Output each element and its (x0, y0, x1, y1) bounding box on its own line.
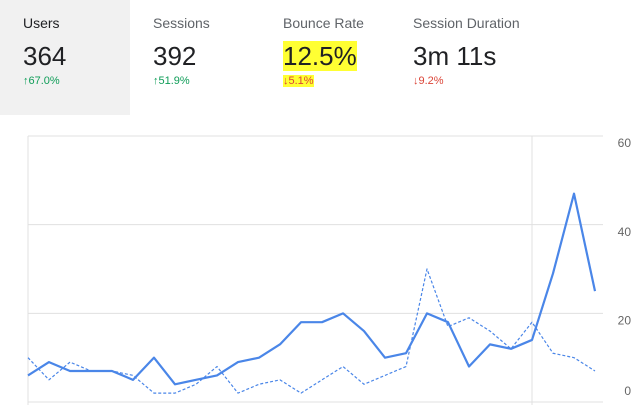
metric-change: ↓9.2% (413, 75, 444, 87)
metric-label: Users (23, 15, 60, 31)
y-tick-label: 0 (624, 384, 631, 398)
y-tick-label: 20 (618, 314, 632, 328)
metric-value: 3m 11s (413, 41, 497, 71)
metric-label: Bounce Rate (283, 15, 364, 31)
line-series (27, 268, 596, 394)
metric-label: Session Duration (413, 15, 520, 31)
metric-tab[interactable]: Bounce Rate 12.5% ↓5.1% (260, 0, 390, 115)
metric-change: ↑67.0% (23, 75, 60, 87)
metric-value: 364 (23, 41, 67, 71)
y-tick-label: 40 (618, 225, 632, 239)
metric-tab[interactable]: Session Duration 3m 11s ↓9.2% (390, 0, 520, 115)
metric-tab[interactable]: Users 364 ↑67.0% (0, 0, 130, 115)
y-tick-label: 60 (618, 136, 632, 150)
line-series (27, 192, 597, 386)
metric-label: Sessions (153, 15, 210, 31)
metric-change: ↑51.9% (153, 75, 190, 87)
metric-value: 12.5% (283, 41, 357, 71)
metric-change: ↓5.1% (283, 75, 314, 87)
metric-tab[interactable]: Sessions 392 ↑51.9% (130, 0, 260, 115)
metric-value: 392 (153, 41, 197, 71)
